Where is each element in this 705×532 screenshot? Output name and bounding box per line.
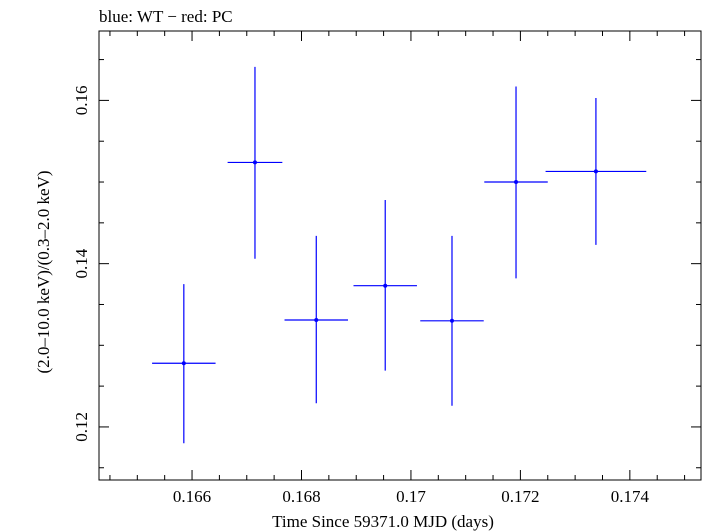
y-tick-label: 0.14: [72, 248, 91, 278]
data-point: [449, 318, 454, 323]
data-point: [314, 317, 319, 322]
data-point: [181, 361, 186, 366]
y-tick-label: 0.16: [72, 86, 91, 116]
x-tick-label: 0.166: [173, 487, 211, 506]
axis-ticks: 0.166 0.168 0.17 0.172 0.174 0.12 0.14 0.16: [72, 31, 701, 506]
x-tick-label: 0.172: [501, 487, 539, 506]
data-point: [593, 169, 598, 174]
x-axis-label: Time Since 59371.0 MJD (days): [272, 512, 494, 531]
data-point: [383, 283, 388, 288]
x-tick-label: 0.168: [282, 487, 320, 506]
data-point: [514, 180, 519, 185]
x-tick-label: 0.17: [396, 487, 426, 506]
data-point: [252, 160, 257, 165]
y-axis-label: (2.0–10.0 keV)/(0.3–2.0 keV): [34, 170, 53, 373]
plot-frame: [98, 30, 702, 481]
chart-title: blue: WT − red: PC: [99, 7, 233, 26]
x-tick-label: 0.174: [611, 487, 650, 506]
y-tick-label: 0.12: [72, 412, 91, 442]
data-marks: [152, 66, 647, 444]
